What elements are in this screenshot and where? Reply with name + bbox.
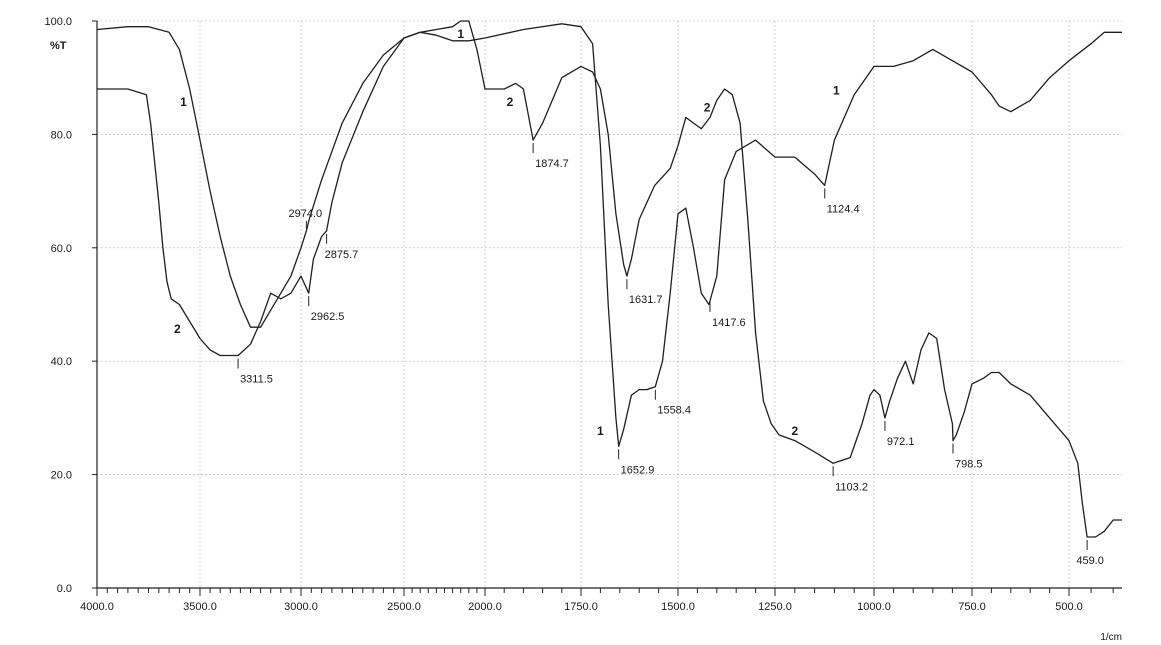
- peak-label: 3311.5: [240, 374, 273, 386]
- peak-label: 972.1: [887, 436, 915, 448]
- curve-label-2: 2: [791, 424, 798, 438]
- y-tick-label: 80.0: [51, 129, 72, 141]
- y-tick-label: 100.0: [44, 16, 72, 28]
- curve-label-1: 1: [833, 84, 840, 98]
- x-axis-unit: 1/cm: [1100, 632, 1122, 643]
- x-tick-label: 500.0: [1055, 601, 1083, 613]
- x-tick-label: 750.0: [958, 601, 986, 613]
- x-tick-label: 1500.0: [661, 601, 695, 613]
- peak-label: 1124.4: [827, 203, 860, 215]
- x-tick-label: 1250.0: [758, 601, 792, 613]
- peak-label: 1558.4: [657, 405, 691, 417]
- y-tick-label: 40.0: [51, 356, 72, 368]
- peak-label: 1874.7: [535, 158, 569, 170]
- peak-annotations: 3311.5 2974.0 2962.5 2875.7 1874.7 1652.9 1631…: [237, 143, 1104, 567]
- curve-label-1: 1: [597, 424, 604, 438]
- axes: [96, 21, 1122, 589]
- x-tick-label: 1750.0: [564, 601, 598, 613]
- curve-label-1: 1: [457, 27, 464, 41]
- grid: [97, 20, 1122, 588]
- curve-label-2: 2: [704, 101, 711, 115]
- x-tick-label: 4000.0: [80, 601, 114, 613]
- series: [96, 20, 1122, 538]
- y-ticks: 0.0 20.0 40.0 60.0 80.0 100.0: [44, 16, 97, 595]
- peak-label: 798.5: [955, 459, 983, 471]
- peak-label: 1417.6: [712, 317, 746, 329]
- peak-label: 1631.7: [629, 294, 663, 306]
- x-tick-label: 1000.0: [857, 601, 891, 613]
- curve-label-2: 2: [507, 95, 514, 109]
- y-tick-label: 0.0: [57, 583, 72, 595]
- curve-label-1: 1: [180, 95, 187, 109]
- peak-label: 1103.2: [835, 481, 868, 493]
- y-tick-label: 60.0: [51, 243, 72, 255]
- x-tick-label: 3000.0: [284, 601, 318, 613]
- series-line-1: [96, 23, 1122, 447]
- x-ticks: 4000.0 3500.0 3000.0 2500.0 2000.0 1750.0 1500…: [80, 588, 1114, 613]
- x-tick-label: 3500.0: [183, 601, 217, 613]
- peak-label: 1652.9: [621, 464, 655, 476]
- curve-label-2: 2: [174, 322, 181, 336]
- series-line-2: [97, 20, 1122, 538]
- curve-labels: 1 1 1 1 2 2 2 2: [174, 27, 840, 438]
- peak-label: 2875.7: [325, 249, 359, 261]
- peak-label: 459.0: [1076, 555, 1104, 567]
- peak-label: 2974.0: [289, 208, 323, 220]
- x-tick-label: 2000.0: [468, 601, 502, 613]
- peak-label: 2962.5: [311, 311, 345, 323]
- x-tick-label: 2500.0: [387, 601, 421, 613]
- y-tick-label: 20.0: [51, 470, 72, 482]
- y-axis-label: %T: [50, 40, 67, 52]
